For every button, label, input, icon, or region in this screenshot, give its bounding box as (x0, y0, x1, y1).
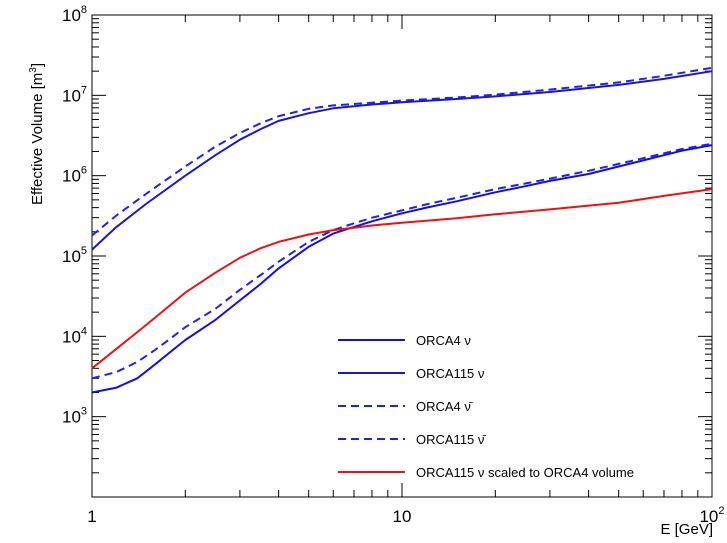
y-axis-title-exp: 3 (28, 67, 39, 73)
series-line-2 (91, 70, 713, 251)
series-line-4 (91, 66, 713, 237)
y-tick-label: 104 (62, 325, 87, 346)
x-tick-label-base: 10 (699, 507, 718, 526)
y-tick-label: 107 (62, 84, 87, 105)
x-tick-label: 102 (699, 505, 724, 526)
x-tick-label-base: 1 (87, 507, 96, 526)
series-line-5 (91, 188, 713, 370)
y-axis-title: Effective Volume [m3] (28, 63, 46, 205)
legend-label: ORCA4 ν̄ (416, 399, 473, 414)
x-tick-label: 1 (87, 507, 96, 526)
series-line-3 (91, 142, 713, 380)
x-axis-title: E [GeV] (660, 521, 713, 538)
legend-label: ORCA115 ν scaled to ORCA4 volume (416, 465, 634, 480)
y-tick-label-exp: 7 (81, 84, 87, 96)
y-tick-label-exp: 3 (81, 406, 87, 418)
y-tick-label-base: 10 (62, 408, 81, 427)
y-tick-label-exp: 4 (81, 325, 87, 337)
y-tick-label-base: 10 (62, 86, 81, 105)
y-axis-title-main: Effective Volume [m (29, 73, 46, 205)
legend-label: ORCA115 ν (416, 366, 484, 381)
y-tick-label-base: 10 (62, 6, 81, 25)
legend: ORCA4 ν ORCA115 ν ORCA4 ν̄ ORCA115 ν̄ ORCA11… (338, 333, 634, 480)
legend-label: ORCA4 ν (416, 333, 471, 348)
x-tick-label-exp: 2 (718, 505, 724, 517)
y-tick-label-base: 10 (62, 167, 81, 186)
y-tick-label-exp: 6 (81, 165, 87, 177)
y-axis-title-close: ] (29, 63, 46, 67)
y-tick-label-base: 10 (62, 327, 81, 346)
x-tick-label: 10 (393, 507, 412, 526)
plot-frame (91, 14, 713, 498)
series-line-1 (91, 144, 713, 394)
y-tick-label: 106 (62, 165, 87, 186)
y-tick-label-base: 10 (62, 247, 81, 266)
y-tick-label: 105 (62, 245, 87, 266)
y-tick-label: 103 (62, 406, 87, 427)
series-layer (91, 66, 713, 394)
x-tick-label-base: 10 (393, 507, 412, 526)
y-tick-label-exp: 8 (81, 4, 87, 16)
y-tick-label-exp: 5 (81, 245, 87, 257)
plot-area-border (91, 14, 713, 498)
legend-label: ORCA115 ν̄ (416, 432, 486, 447)
y-tick-label: 108 (62, 4, 87, 25)
